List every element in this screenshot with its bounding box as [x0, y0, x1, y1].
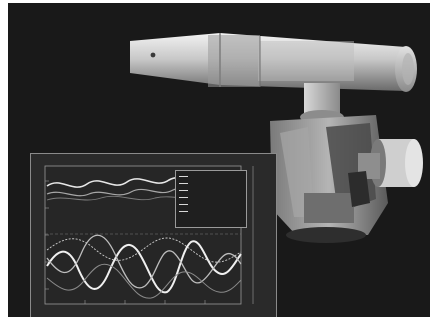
legend-swatch	[179, 176, 188, 177]
bolt-icon	[150, 52, 156, 58]
legend-swatch	[179, 211, 188, 212]
bracket	[348, 171, 370, 207]
plot-legend	[175, 170, 247, 228]
legend-swatch	[179, 183, 188, 184]
legend-item	[179, 187, 243, 194]
trace-lower-3	[46, 263, 242, 299]
arm-barrel	[130, 33, 406, 91]
trace-lower-2	[46, 234, 242, 289]
photo-frame	[8, 3, 430, 317]
legend-item	[179, 201, 243, 208]
trace-lower-1	[46, 240, 242, 294]
legend-swatch	[179, 204, 188, 205]
legend-item	[179, 208, 243, 215]
plot-window	[30, 153, 277, 317]
legend-item	[179, 194, 243, 201]
left-ticks	[45, 180, 49, 290]
legend-swatch	[179, 190, 188, 191]
legend-swatch	[179, 197, 188, 198]
legend-item	[179, 173, 243, 180]
trace-lower-4	[46, 237, 242, 263]
bottom-ticks	[84, 300, 206, 304]
legend-item	[179, 180, 243, 187]
